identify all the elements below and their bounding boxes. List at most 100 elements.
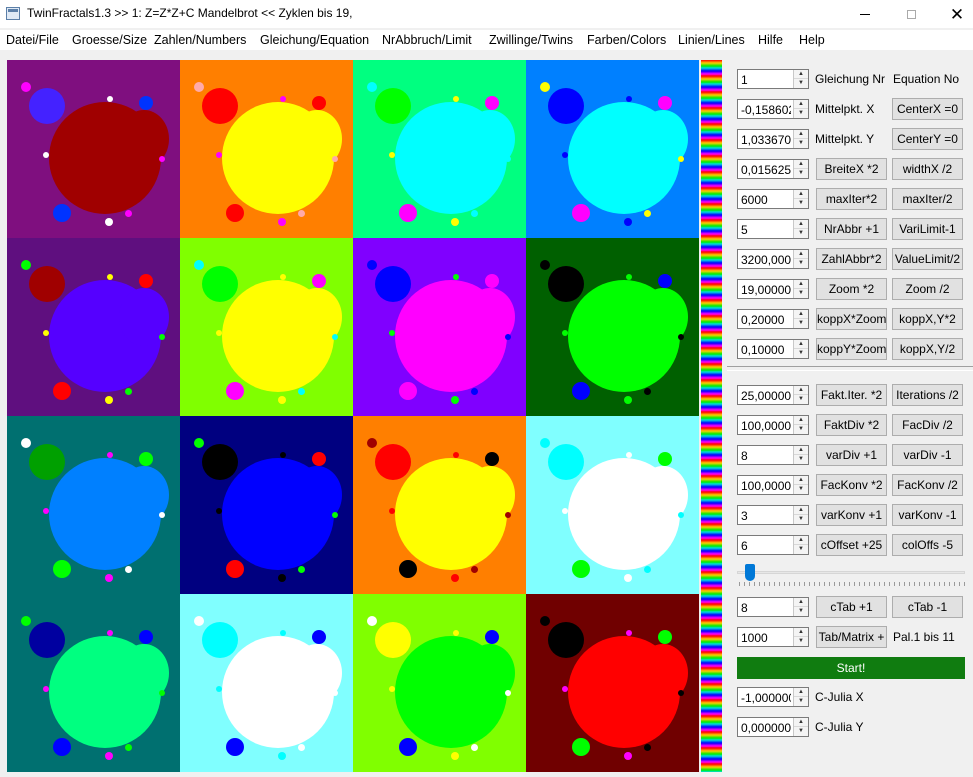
value-spinbox[interactable]: 1 ▲ ▼ (737, 69, 809, 89)
value-spinbox[interactable]: 0,10000 ▲ ▼ (737, 339, 809, 359)
spinbox-value[interactable]: 19,000000 (741, 283, 791, 297)
spin-up-icon[interactable]: ▲ (794, 250, 808, 259)
value-spinbox[interactable]: 1,0336700▲▼ (737, 129, 809, 149)
value-spinbox[interactable]: 0,0156250▲▼ (737, 159, 809, 179)
panel-button[interactable]: cTab -1 (892, 596, 963, 618)
spinbox-value[interactable]: 100,00000 (741, 419, 791, 433)
spinbox-value[interactable]: 1000 (741, 631, 768, 645)
menu-item-twins[interactable]: Zwillinge/Twins (489, 33, 574, 47)
spin-up-icon[interactable]: ▲ (794, 280, 808, 289)
spin-up-icon[interactable]: ▲ (794, 536, 808, 545)
spinbox-arrows[interactable]: ▲ ▼ (793, 160, 808, 178)
spin-up-icon[interactable]: ▲ (794, 130, 808, 139)
spinbox-arrows[interactable]: ▲ ▼ (793, 310, 808, 328)
close-button[interactable]: ✕ (934, 0, 973, 28)
spinbox-arrows[interactable]: ▲ ▼ (793, 386, 808, 404)
spinbox-value[interactable]: 1,0336700 (741, 133, 791, 147)
spinbox-arrows[interactable]: ▲ ▼ (793, 628, 808, 646)
spin-down-icon[interactable]: ▼ (798, 546, 804, 552)
panel-button[interactable]: BreiteX *2 (816, 158, 887, 180)
spin-down-icon[interactable]: ▼ (798, 200, 804, 206)
panel-button[interactable]: ZahlAbbr*2 (816, 248, 887, 270)
spinbox-arrows[interactable]: ▲ ▼ (793, 688, 808, 706)
value-spinbox[interactable]: 8 ▲ ▼ (737, 597, 809, 617)
menu-item-size[interactable]: Groesse/Size (72, 33, 148, 47)
spinbox-arrows[interactable]: ▲ ▼ (793, 130, 808, 148)
panel-button[interactable]: maxIter*2 (816, 188, 887, 210)
spin-up-icon[interactable]: ▲ (794, 160, 808, 169)
value-spinbox[interactable]: 1000 ▲ ▼ (737, 627, 809, 647)
spinbox-arrows[interactable]: ▲ ▼ (793, 446, 808, 464)
color-offset-slider[interactable] (737, 561, 965, 587)
spinbox-arrows[interactable]: ▲ ▼ (793, 536, 808, 554)
panel-button[interactable]: varDiv +1 (816, 444, 887, 466)
value-spinbox[interactable]: -1,0000000▲▼ (737, 687, 809, 707)
spin-down-icon[interactable]: ▼ (798, 80, 804, 86)
spinbox-arrows[interactable]: ▲ ▼ (793, 718, 808, 736)
menu-item-equation[interactable]: Gleichung/Equation (260, 33, 370, 47)
panel-button[interactable]: FacDiv /2 (892, 414, 963, 436)
value-spinbox[interactable]: 5 ▲ ▼ (737, 219, 809, 239)
panel-button[interactable]: colOffs -5 (892, 534, 963, 556)
menu-item-colors[interactable]: Farben/Colors (587, 33, 667, 47)
spin-up-icon[interactable]: ▲ (794, 416, 808, 425)
spin-up-icon[interactable]: ▲ (794, 718, 808, 727)
spinbox-value[interactable]: 8 (741, 601, 748, 615)
spinbox-arrows[interactable]: ▲ ▼ (793, 100, 808, 118)
spinbox-arrows[interactable]: ▲ ▼ (793, 598, 808, 616)
spinbox-value[interactable]: 0,20000 (741, 313, 785, 327)
maximize-button[interactable] (888, 0, 934, 28)
value-spinbox[interactable]: 3200,0000▲▼ (737, 249, 809, 269)
spin-down-icon[interactable]: ▼ (798, 260, 804, 266)
panel-button[interactable]: VariLimit-1 (892, 218, 963, 240)
spin-down-icon[interactable]: ▼ (798, 350, 804, 356)
panel-button[interactable]: varKonv -1 (892, 504, 963, 526)
spin-up-icon[interactable]: ▲ (794, 446, 808, 455)
spinbox-value[interactable]: 3 (741, 509, 748, 523)
spinbox-value[interactable]: 0,0000000 (741, 721, 791, 735)
spin-down-icon[interactable]: ▼ (798, 728, 804, 734)
spin-up-icon[interactable]: ▲ (794, 688, 808, 697)
spinbox-value[interactable]: 3200,0000 (741, 253, 791, 267)
spin-down-icon[interactable]: ▼ (798, 486, 804, 492)
spin-up-icon[interactable]: ▲ (794, 70, 808, 79)
value-spinbox[interactable]: 25,00000 ▲ ▼ (737, 385, 809, 405)
value-spinbox[interactable]: 19,000000▲▼ (737, 279, 809, 299)
spinbox-arrows[interactable]: ▲ ▼ (793, 70, 808, 88)
spin-down-icon[interactable]: ▼ (798, 230, 804, 236)
spinbox-value[interactable]: 100,00000 (741, 479, 791, 493)
spinbox-value[interactable]: 25,00000 (741, 389, 791, 403)
slider-handle[interactable] (745, 564, 756, 581)
spin-up-icon[interactable]: ▲ (794, 386, 808, 395)
menu-item-limit[interactable]: NrAbbruch/Limit (382, 33, 472, 47)
spinbox-value[interactable]: 0,0156250 (741, 163, 791, 177)
panel-button[interactable]: cTab +1 (816, 596, 887, 618)
spin-up-icon[interactable]: ▲ (794, 190, 808, 199)
value-spinbox[interactable]: 0,20000 ▲ ▼ (737, 309, 809, 329)
spinbox-arrows[interactable]: ▲ ▼ (793, 250, 808, 268)
value-spinbox[interactable]: -0,1586020▲▼ (737, 99, 809, 119)
value-spinbox[interactable]: 6 ▲ ▼ (737, 535, 809, 555)
panel-button[interactable]: varDiv -1 (892, 444, 963, 466)
value-spinbox[interactable]: 100,00000▲▼ (737, 415, 809, 435)
spin-down-icon[interactable]: ▼ (798, 426, 804, 432)
spin-up-icon[interactable]: ▲ (794, 598, 808, 607)
panel-button[interactable]: koppX,Y*2 (892, 308, 963, 330)
panel-button[interactable]: Fakt.Iter. *2 (816, 384, 887, 406)
spinbox-arrows[interactable]: ▲ ▼ (793, 190, 808, 208)
spin-up-icon[interactable]: ▲ (794, 340, 808, 349)
spinbox-arrows[interactable]: ▲ ▼ (793, 416, 808, 434)
panel-button[interactable]: Tab/Matrix + (816, 626, 887, 648)
panel-button[interactable]: koppX*Zoom (816, 308, 887, 330)
panel-button[interactable]: Iterations /2 (892, 384, 963, 406)
spinbox-value[interactable]: -0,1586020 (741, 103, 791, 117)
spin-down-icon[interactable]: ▼ (798, 456, 804, 462)
menu-item-hilfe[interactable]: Hilfe (758, 33, 784, 47)
spin-up-icon[interactable]: ▲ (794, 476, 808, 485)
spin-down-icon[interactable]: ▼ (798, 638, 804, 644)
spin-down-icon[interactable]: ▼ (798, 396, 804, 402)
spinbox-value[interactable]: 5 (741, 223, 748, 237)
spinbox-arrows[interactable]: ▲ ▼ (793, 220, 808, 238)
spin-down-icon[interactable]: ▼ (798, 290, 804, 296)
spin-down-icon[interactable]: ▼ (798, 516, 804, 522)
